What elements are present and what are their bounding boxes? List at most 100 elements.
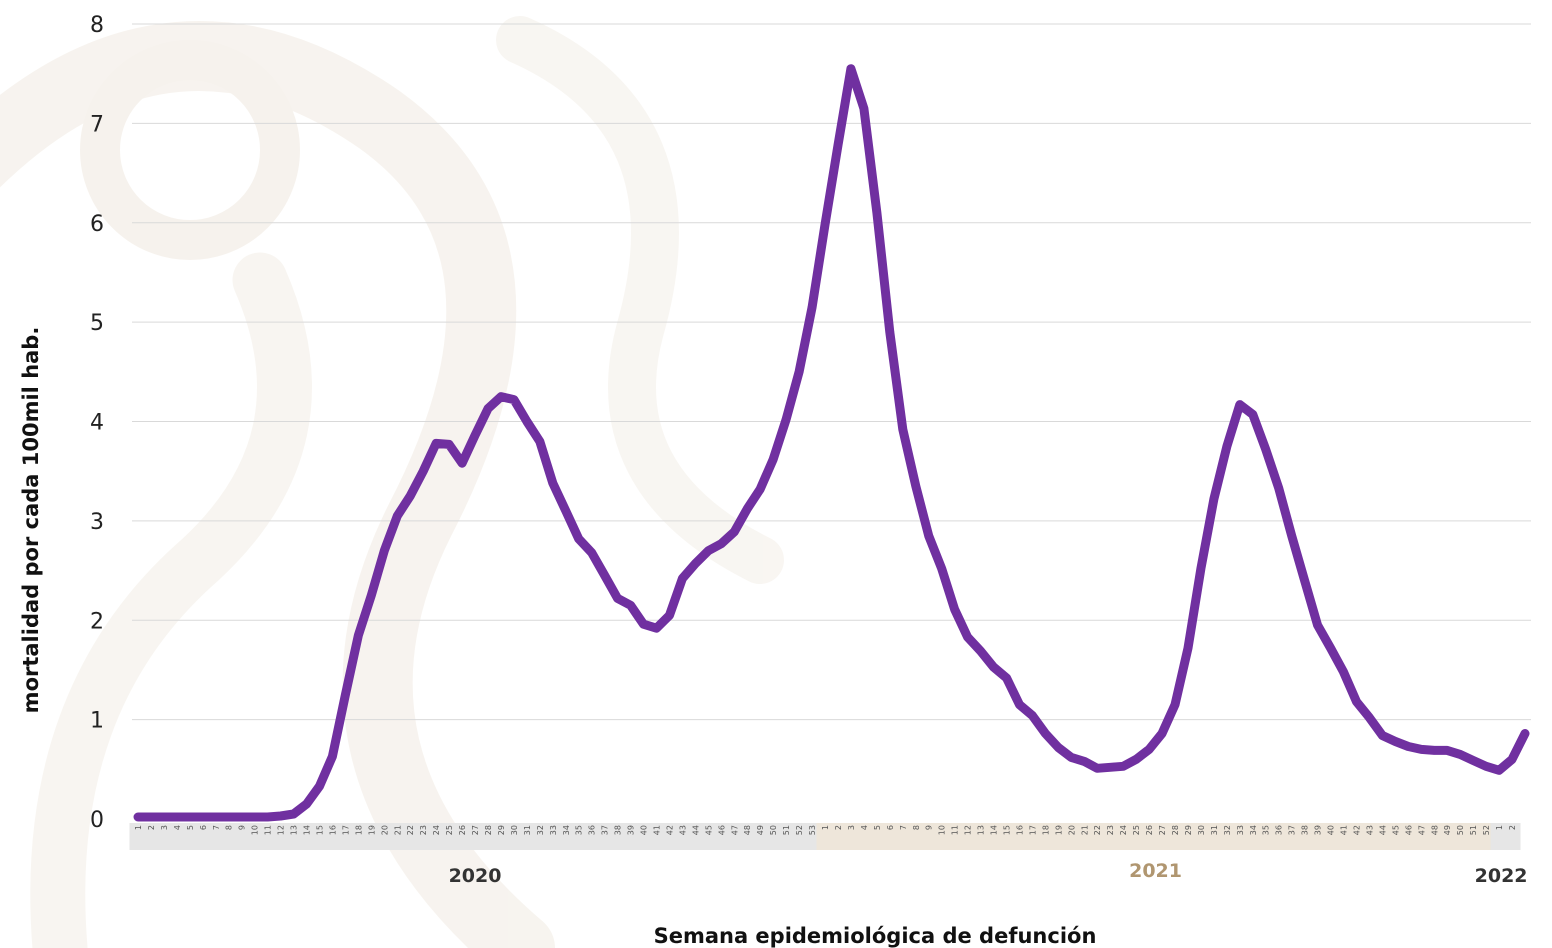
x-tick-label: 2 <box>1508 825 1517 830</box>
x-tick-label: 1 <box>134 825 143 830</box>
x-tick-label: 43 <box>1365 825 1374 835</box>
data-point <box>1498 769 1501 772</box>
x-tick-label: 11 <box>951 825 960 835</box>
data-point <box>1381 734 1384 737</box>
data-point <box>396 514 399 517</box>
data-point <box>266 816 269 819</box>
data-point <box>824 223 827 226</box>
data-point <box>538 440 541 443</box>
x-tick-label: 42 <box>1352 825 1361 835</box>
year-labels: 2020 2021 2022 <box>449 860 1528 887</box>
y-tick-label: 4 <box>90 411 104 436</box>
data-point <box>616 597 619 600</box>
x-tick-label: 48 <box>743 825 752 835</box>
data-point <box>1290 534 1293 537</box>
data-point <box>1148 748 1151 751</box>
data-point <box>1472 759 1475 762</box>
x-tick-label: 35 <box>575 825 584 835</box>
data-point <box>486 407 489 410</box>
data-point <box>1251 413 1254 416</box>
x-tick-label: 31 <box>1210 825 1219 835</box>
data-point <box>1186 647 1189 650</box>
data-point <box>1070 756 1073 759</box>
data-point <box>137 816 139 819</box>
x-tick-label: 41 <box>653 825 662 835</box>
x-tick-label: 47 <box>730 825 739 835</box>
year-band <box>1490 823 1521 850</box>
data-point <box>409 495 412 498</box>
x-tick-label: 23 <box>419 825 428 835</box>
x-tick-label: 52 <box>1482 825 1491 835</box>
data-point <box>162 816 165 819</box>
data-point <box>1031 714 1034 717</box>
data-point <box>901 428 904 431</box>
data-point <box>448 443 451 446</box>
data-point <box>953 608 956 611</box>
data-point <box>383 549 386 552</box>
x-tick-label: 33 <box>1236 825 1245 835</box>
data-point <box>694 562 697 565</box>
x-tick-label: 22 <box>1093 825 1102 835</box>
x-tick-label: 30 <box>510 825 519 835</box>
data-point <box>1342 670 1345 673</box>
data-point <box>1199 567 1202 570</box>
x-tick-label: 19 <box>367 825 376 835</box>
x-tick-label: 39 <box>627 825 636 835</box>
x-tick-label: 16 <box>1015 825 1024 835</box>
data-point <box>1109 766 1112 769</box>
x-tick-label: 24 <box>432 825 441 835</box>
x-tick-label: 28 <box>1171 825 1180 835</box>
data-point <box>836 144 839 147</box>
data-point <box>1355 700 1358 703</box>
x-tick-label: 32 <box>536 825 545 835</box>
x-tick-label: 11 <box>264 825 273 835</box>
x-tick-label: 45 <box>1391 825 1400 835</box>
year-label: 2021 <box>1129 860 1182 882</box>
data-point <box>1303 579 1306 582</box>
series-line <box>133 64 1530 822</box>
x-tick-label: 25 <box>1132 825 1141 835</box>
data-point <box>1368 716 1371 719</box>
data-point <box>253 816 256 819</box>
x-tick-label: 38 <box>614 825 623 835</box>
data-point <box>318 785 321 788</box>
data-point <box>227 816 230 819</box>
data-point <box>188 816 191 819</box>
x-tick-label: 12 <box>277 825 286 835</box>
data-point <box>1485 765 1488 768</box>
x-tick-label: 46 <box>717 825 726 835</box>
data-point <box>759 488 762 491</box>
x-tick-label: 1 <box>1495 825 1504 830</box>
x-tick-label: 10 <box>251 825 260 835</box>
x-tick-label: 28 <box>484 825 493 835</box>
x-tick-label: 43 <box>678 825 687 835</box>
data-point <box>305 803 308 806</box>
x-tick-label: 23 <box>1106 825 1115 835</box>
x-tick-label: 21 <box>393 825 402 835</box>
x-tick-label: 44 <box>691 825 700 835</box>
x-tick-label: 12 <box>964 825 973 835</box>
x-tick-label: 6 <box>886 825 895 830</box>
data-point <box>1264 448 1267 451</box>
data-point <box>1238 403 1241 406</box>
x-tick-label: 31 <box>523 825 532 835</box>
x-tick-label: 17 <box>1028 825 1037 835</box>
x-tick-label: 26 <box>1145 825 1154 835</box>
gridlines <box>132 23 1531 721</box>
data-point <box>370 594 373 597</box>
data-point <box>733 530 736 533</box>
x-tick-label: 2 <box>147 825 156 830</box>
data-point <box>1407 745 1410 748</box>
x-tick-label: 34 <box>562 825 571 835</box>
x-tick-label: 51 <box>782 825 791 835</box>
data-point <box>1394 740 1397 743</box>
x-tick-label: 14 <box>990 825 999 835</box>
x-tick-label: 9 <box>925 825 934 830</box>
data-point <box>551 482 554 485</box>
data-point <box>149 816 152 819</box>
data-point <box>1096 767 1099 770</box>
data-point <box>746 507 749 510</box>
y-tick-label: 0 <box>90 808 104 833</box>
x-tick-label: 3 <box>847 825 856 830</box>
x-tick-label: 20 <box>1067 825 1076 835</box>
